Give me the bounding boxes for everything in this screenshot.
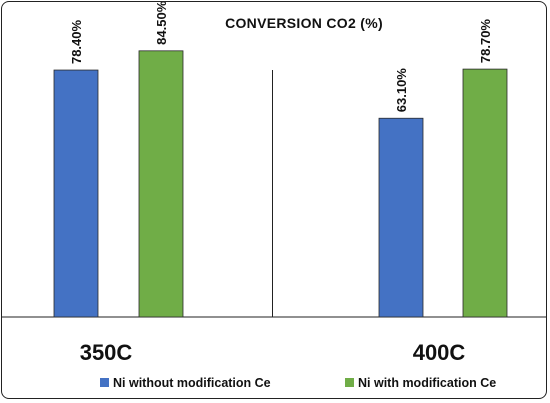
- legend-swatch: [100, 378, 109, 387]
- category-label: 350C: [80, 340, 133, 365]
- legend: Ni without modification Ce Ni with modifi…: [100, 376, 496, 390]
- data-label: 78.40%: [69, 20, 84, 65]
- plot-area: 78.40% 63.10% 84.50% 78.70%: [2, 2, 546, 318]
- legend-swatch: [345, 378, 354, 387]
- data-label: 84.50%: [154, 2, 169, 45]
- data-label: 78.70%: [478, 19, 493, 64]
- legend-label: Ni with modification Ce: [358, 376, 496, 390]
- legend-label: Ni without modification Ce: [113, 376, 271, 390]
- chart-title: CONVERSION CO2 (%): [225, 15, 383, 31]
- data-label: 63.10%: [394, 68, 409, 113]
- bar-1-350C: [53, 69, 99, 318]
- category-labels: 350C 400C: [80, 340, 466, 365]
- bar-chart: CONVERSION CO2 (%) 78.40%63.10%84.50% 78.…: [2, 2, 546, 390]
- bar-2-400C: [462, 68, 508, 318]
- category-label: 400C: [413, 340, 466, 365]
- bar-1-400C: [378, 117, 424, 318]
- bar-2-350C: [138, 50, 184, 318]
